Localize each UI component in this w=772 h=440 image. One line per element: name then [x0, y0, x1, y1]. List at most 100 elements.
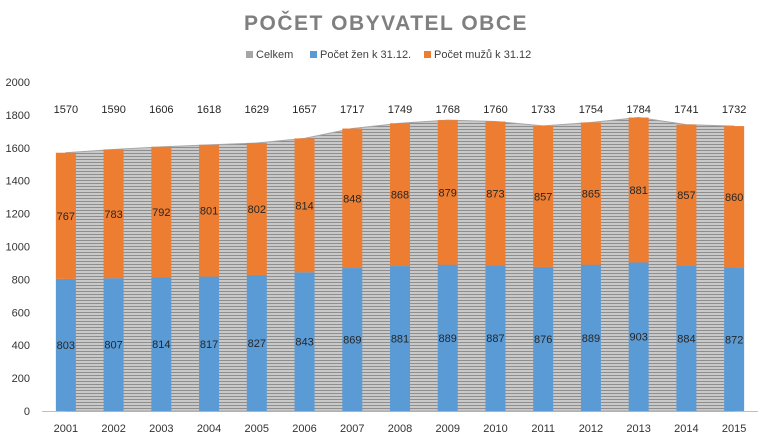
x-tick-label: 2011	[531, 423, 555, 435]
men-value-label: 860	[725, 192, 743, 204]
data-labels-layer: 803 767 1570 807 783 1590 814 792 1606 817 801 1618…	[54, 104, 747, 352]
men-bar	[390, 123, 410, 267]
women-value-label: 903	[629, 332, 647, 344]
x-tick-label: 2002	[101, 423, 125, 435]
men-bar	[103, 149, 124, 279]
total-value-label: 1717	[340, 104, 364, 116]
men-bar	[580, 122, 601, 265]
women-value-label: 803	[57, 340, 75, 352]
women-value-label: 872	[725, 334, 743, 346]
y-tick-label: 2000	[6, 77, 30, 89]
y-tick-label: 1000	[6, 242, 30, 254]
men-value-label: 865	[582, 189, 600, 201]
men-value-label: 783	[104, 209, 122, 221]
total-value-label: 1733	[531, 104, 555, 116]
men-value-label: 792	[152, 207, 170, 219]
women-bar	[485, 265, 506, 411]
men-bar	[437, 120, 458, 265]
men-bar	[199, 144, 220, 277]
x-tick-label: 2007	[340, 423, 364, 435]
women-bar	[55, 278, 76, 411]
men-bar	[246, 143, 267, 275]
x-tick-label: 2003	[149, 423, 173, 435]
x-tick-label: 2008	[388, 423, 412, 435]
women-bar	[103, 278, 124, 411]
women-bar	[676, 265, 697, 411]
women-bar	[628, 262, 649, 411]
x-tick-label: 2014	[674, 423, 698, 435]
women-value-label: 876	[534, 334, 552, 346]
men-value-label: 802	[248, 204, 266, 216]
women-value-label: 889	[582, 333, 600, 345]
total-value-label: 1570	[54, 104, 78, 116]
y-tick-label: 800	[12, 274, 30, 286]
x-tick-label: 2009	[435, 423, 459, 435]
women-bar	[724, 267, 745, 411]
legend-swatch	[310, 51, 317, 58]
women-value-label: 817	[200, 339, 218, 351]
x-tick-label: 2005	[245, 423, 269, 435]
total-value-label: 1784	[626, 104, 650, 116]
men-value-label: 857	[534, 191, 552, 203]
total-value-label: 1741	[674, 104, 698, 116]
men-bar	[485, 121, 506, 266]
chart-title: POČET OBYVATEL OBCE	[244, 11, 528, 35]
total-value-label: 1760	[483, 104, 507, 116]
women-value-label: 807	[104, 340, 122, 352]
y-tick-label: 1600	[6, 143, 30, 155]
women-bar	[342, 268, 363, 411]
total-value-label: 1606	[149, 104, 173, 116]
men-bar	[151, 146, 172, 278]
men-bar	[342, 128, 363, 269]
women-bar	[390, 266, 410, 411]
women-bar	[533, 266, 554, 411]
men-value-label: 879	[439, 187, 457, 199]
total-value-label: 1590	[101, 104, 125, 116]
y-tick-label: 1800	[6, 110, 30, 122]
y-tick-label: 200	[12, 373, 30, 385]
women-bar	[246, 274, 267, 411]
x-tick-label: 2013	[626, 423, 650, 435]
men-value-label: 881	[629, 185, 647, 197]
women-value-label: 884	[677, 333, 695, 345]
x-tick-label: 2012	[579, 423, 603, 435]
men-bar	[55, 152, 76, 279]
x-tick-label: 2004	[197, 423, 221, 435]
women-value-label: 827	[248, 338, 266, 350]
women-bar	[437, 264, 458, 411]
y-tick-label: 1200	[6, 209, 30, 221]
women-value-label: 889	[439, 333, 457, 345]
total-value-label: 1768	[435, 104, 459, 116]
y-tick-label: 0	[24, 406, 30, 418]
total-value-label: 1629	[245, 104, 269, 116]
women-value-label: 814	[152, 339, 170, 351]
legend-label: Celkem	[256, 49, 293, 61]
x-tick-label: 2001	[54, 423, 78, 435]
women-value-label: 869	[343, 335, 361, 347]
men-value-label: 848	[343, 193, 361, 205]
total-value-label: 1749	[388, 104, 412, 116]
total-value-label: 1657	[292, 104, 316, 116]
x-tick-label: 2015	[722, 423, 746, 435]
women-value-label: 881	[391, 334, 409, 346]
women-bar	[151, 277, 172, 411]
men-bar	[724, 126, 745, 268]
men-bar	[294, 138, 315, 273]
x-tick-label: 2010	[483, 423, 507, 435]
women-bar	[580, 264, 601, 411]
legend-label: Počet žen k 31.12.	[320, 49, 411, 61]
women-value-label: 887	[486, 333, 504, 345]
women-value-label: 843	[295, 337, 313, 349]
women-bar	[294, 272, 315, 411]
bars-layer	[55, 117, 745, 411]
men-value-label: 868	[391, 190, 409, 202]
men-value-label: 801	[200, 206, 218, 218]
men-bar	[628, 117, 649, 263]
men-bar	[676, 124, 697, 266]
men-bar	[533, 125, 554, 267]
total-value-label: 1618	[197, 104, 221, 116]
legend: Celkem Počet žen k 31.12. Počet mužů k 31.…	[246, 49, 531, 61]
men-value-label: 814	[295, 200, 313, 212]
